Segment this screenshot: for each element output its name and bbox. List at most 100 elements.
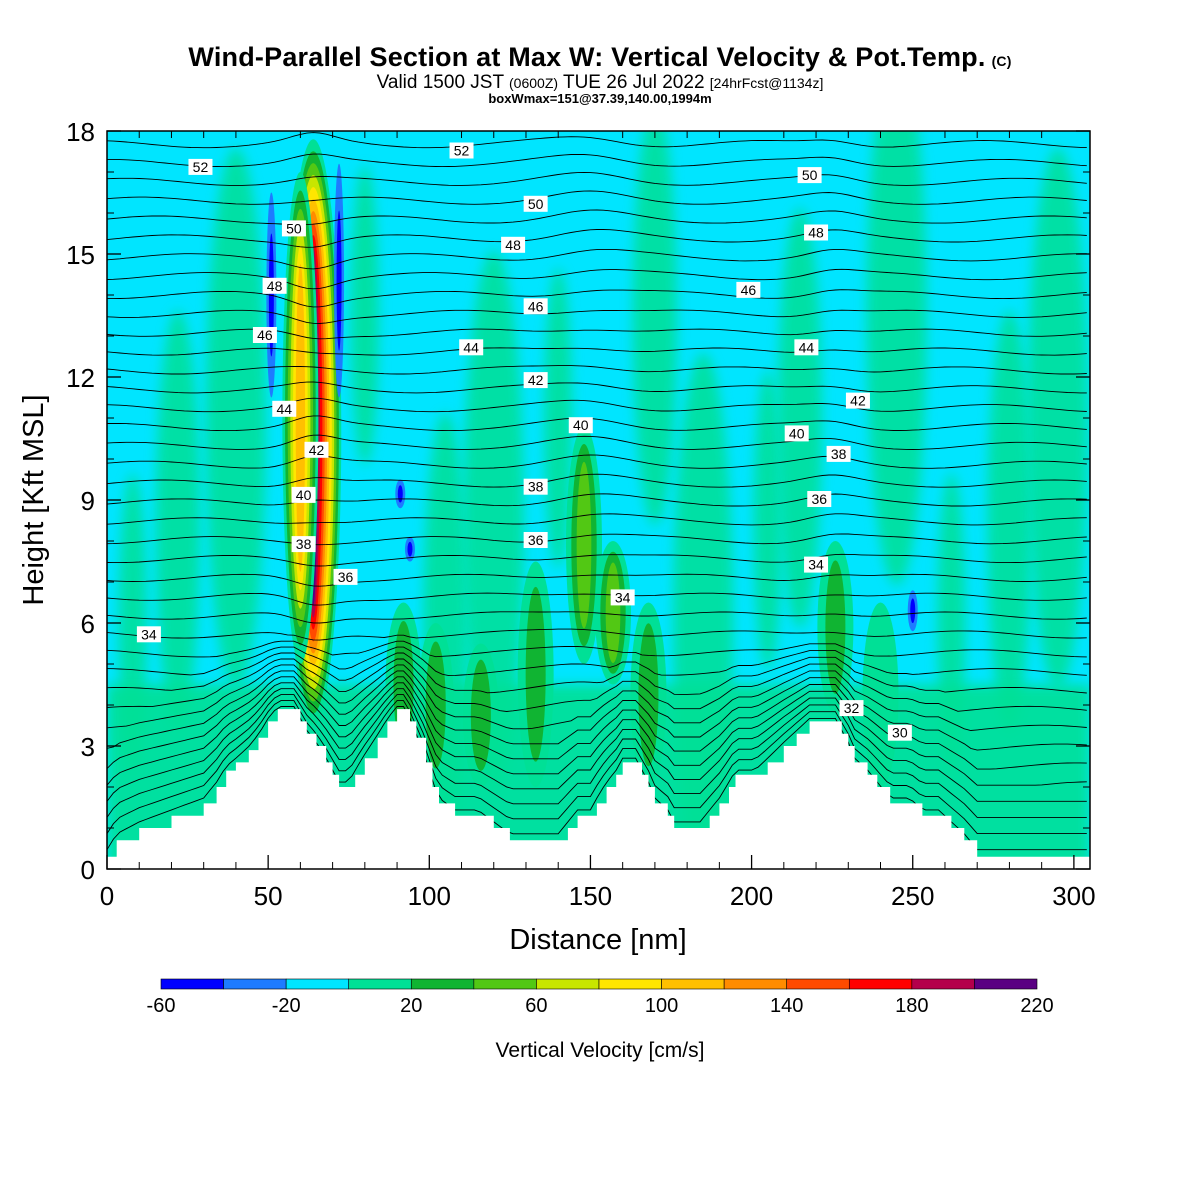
copyright-mark: (C) <box>991 53 1012 69</box>
contour-label-bg <box>281 220 306 237</box>
contour-label: 48 <box>501 236 526 253</box>
x-tick-label: 50 <box>254 881 283 911</box>
contour-label-text: 48 <box>505 237 521 253</box>
isentrope-line <box>107 694 1087 818</box>
contour-label-bg <box>797 167 822 184</box>
contour-label-bg <box>887 724 912 741</box>
contour-label: 34 <box>610 589 635 606</box>
updraft-contour <box>425 641 446 769</box>
contour-labels: 52 52 50 50 50 48 48 48 46 46 46 44 44 44 42 42 42 40 40 40… <box>136 142 912 741</box>
isentrope-line <box>107 454 1087 469</box>
contour-label-text: 50 <box>286 220 302 236</box>
weak-updraft-band <box>632 131 677 526</box>
plot-area: 52 52 50 50 50 48 48 48 46 46 46 44 44 44 42 42 42 40 40 40… <box>107 113 1090 869</box>
isentrope-line <box>107 493 1087 507</box>
contour-label-bg <box>188 158 213 175</box>
terrain-profile <box>107 709 1090 869</box>
contour-label-bg <box>804 556 829 573</box>
colorbar-swatch <box>911 978 975 990</box>
x-tick-label: 200 <box>730 881 773 911</box>
contour-label-bg <box>252 327 277 343</box>
forecast-info: [24hrFcst@1134z] <box>709 75 824 91</box>
contour-label: 46 <box>252 327 277 343</box>
colorbar-tick-label: -60 <box>147 995 176 1017</box>
valid-date: TUE 26 Jul 2022 <box>562 72 705 93</box>
isentrope-line <box>107 592 1087 606</box>
isentrope-line <box>107 664 1087 731</box>
contour-label: 46 <box>736 281 761 298</box>
contour-label-text: 46 <box>528 298 544 314</box>
contour-label: 46 <box>523 298 548 315</box>
contour-label-bg <box>610 589 635 606</box>
contour-label-text: 52 <box>193 159 209 175</box>
y-tick-label: 18 <box>66 117 95 147</box>
x-tick-label: 150 <box>569 881 612 911</box>
x-tick-label: 0 <box>100 881 114 911</box>
colorbar-tick-label: 100 <box>645 995 678 1017</box>
colorbar-swatch <box>661 978 725 990</box>
colorbar-swatch <box>723 978 788 990</box>
contour-label-bg <box>523 195 548 212</box>
contour-label-bg <box>804 224 829 241</box>
contour-label-bg <box>568 417 593 434</box>
downdraft-contour <box>336 210 342 351</box>
isentrope-line <box>107 347 1087 356</box>
contour-label: 52 <box>188 158 213 175</box>
contour-label-text: 46 <box>741 282 757 298</box>
updraft-plume <box>462 643 499 787</box>
y-tick-label: 15 <box>66 240 95 270</box>
isentrope-line <box>107 289 1087 308</box>
contour-label-text: 48 <box>267 278 283 294</box>
x-tick-label: 100 <box>408 881 451 911</box>
contour-label-bg <box>291 536 316 553</box>
weak-updraft-band <box>350 165 379 466</box>
isentrope-line <box>107 190 1087 205</box>
isentrope-line <box>107 113 1087 129</box>
updraft-contour <box>862 602 899 787</box>
x-axis-label: Distance [nm] <box>509 924 686 956</box>
contour-label: 40 <box>291 486 316 503</box>
contour-label-text: 42 <box>309 442 325 458</box>
isentrope-line <box>107 415 1087 432</box>
contour-label: 42 <box>523 372 548 389</box>
isentrope-line <box>107 670 1087 751</box>
contour-label: 50 <box>281 220 306 237</box>
y-tick-label: 12 <box>66 363 95 393</box>
isentrope-line <box>107 153 1087 168</box>
colorbar-tick-label: 220 <box>1020 995 1053 1017</box>
contour-label-bg <box>136 626 161 643</box>
valid-time: Valid 1500 JST <box>376 72 504 93</box>
y-axis-label: Height [Kft MSL] <box>18 394 50 605</box>
contour-label-text: 44 <box>276 401 292 417</box>
isentrope-line <box>107 553 1087 567</box>
contour-label-text: 40 <box>789 425 805 441</box>
contour-label-text: 46 <box>257 327 273 343</box>
weak-updraft-band <box>866 131 927 586</box>
downdraft-cell <box>907 590 918 632</box>
contour-label-text: 38 <box>296 536 312 552</box>
isentrope-line <box>107 646 1087 677</box>
contour-label: 50 <box>523 195 548 212</box>
contour-label: 42 <box>845 392 870 409</box>
contour-label-bg <box>845 392 870 409</box>
weak-updraft-band <box>544 268 573 568</box>
contour-label: 38 <box>291 536 316 553</box>
colorbar: -60 -20 20 60 100 140 180 220 <box>147 978 1054 1017</box>
contour-label-bg <box>784 425 809 442</box>
isentrope-line <box>107 700 1087 835</box>
downdraft-contour <box>407 541 413 557</box>
contour-label: 38 <box>826 445 851 462</box>
contour-label-bg <box>826 445 851 462</box>
contour-label-text: 40 <box>296 487 312 503</box>
isentrope-line <box>107 397 1087 413</box>
downdraft-contour <box>397 485 403 503</box>
updraft-contour <box>825 560 846 694</box>
contour-label: 40 <box>568 417 593 434</box>
colorbar-swatch <box>285 978 350 990</box>
isentrope-line <box>107 229 1087 248</box>
isentrope-line <box>107 706 1087 851</box>
colorbar-swatch <box>348 978 412 990</box>
isentrope-line <box>107 434 1087 450</box>
updraft-contour <box>638 623 659 767</box>
utc-time: (0600Z) <box>509 75 559 91</box>
